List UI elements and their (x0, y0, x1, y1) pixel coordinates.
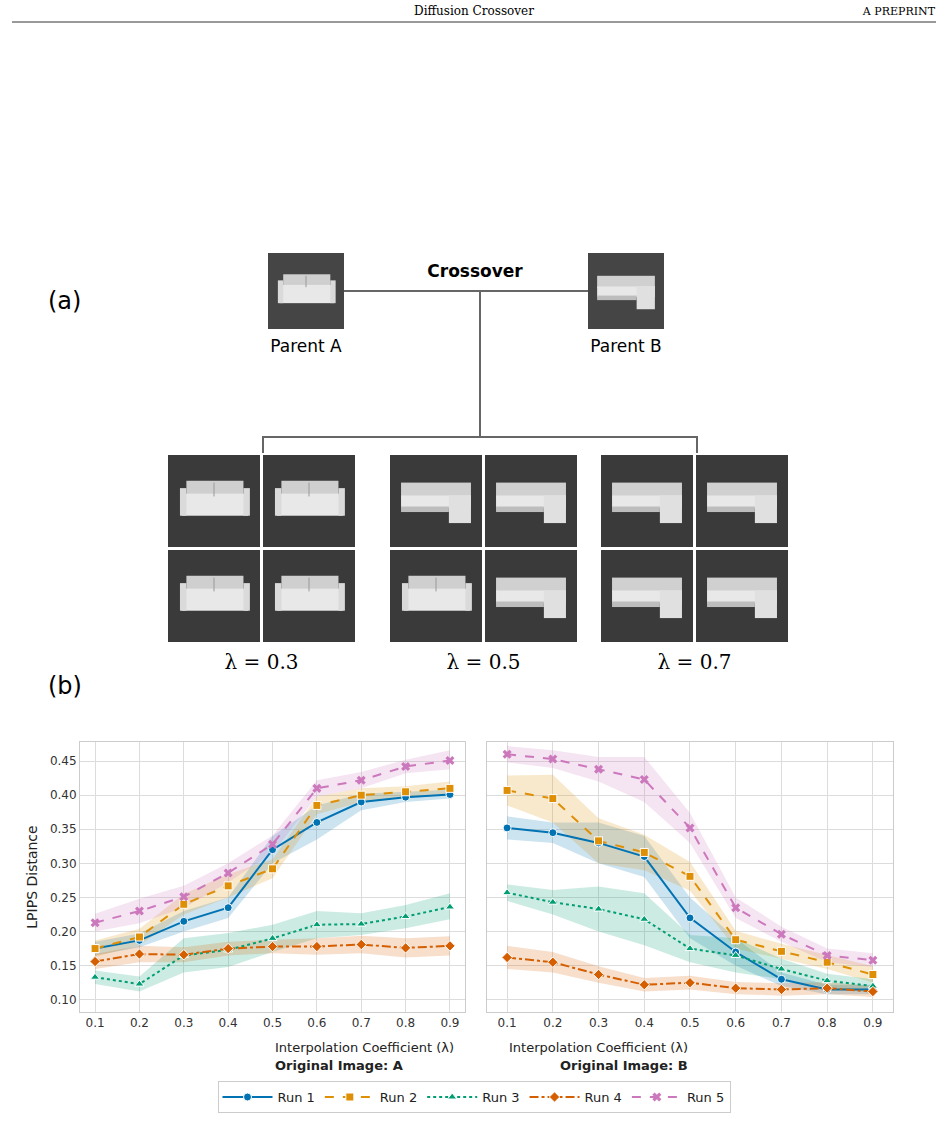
svg-text:0.5: 0.5 (680, 1016, 699, 1030)
svg-text:0.8: 0.8 (818, 1016, 837, 1030)
svg-text:0.45: 0.45 (50, 754, 77, 768)
svg-text:0.20: 0.20 (50, 925, 77, 939)
svg-text:Diffusion Crossover: Diffusion Crossover (414, 4, 534, 18)
svg-text:Run 2: Run 2 (380, 1090, 417, 1105)
svg-text:0.3: 0.3 (589, 1016, 608, 1030)
svg-text:Run 5: Run 5 (687, 1090, 724, 1105)
svg-text:0.9: 0.9 (440, 1016, 459, 1030)
svg-text:0.35: 0.35 (50, 822, 77, 836)
svg-text:0.2: 0.2 (543, 1016, 562, 1030)
svg-text:Interpolation Coefficient (λ): Interpolation Coefficient (λ) (275, 1040, 454, 1055)
svg-text:0.1: 0.1 (86, 1016, 105, 1030)
svg-text:0.3: 0.3 (174, 1016, 193, 1030)
svg-text:0.2: 0.2 (130, 1016, 149, 1030)
svg-text:0.7: 0.7 (772, 1016, 791, 1030)
svg-text:λ = 0.5: λ = 0.5 (447, 650, 521, 674)
svg-text:0.5: 0.5 (263, 1016, 282, 1030)
svg-text:λ = 0.3: λ = 0.3 (225, 650, 299, 674)
svg-text:Run 4: Run 4 (585, 1090, 622, 1105)
svg-text:0.6: 0.6 (726, 1016, 745, 1030)
svg-text:0.1: 0.1 (498, 1016, 517, 1030)
svg-text:Original Image: A: Original Image: A (275, 1058, 403, 1073)
svg-text:0.4: 0.4 (219, 1016, 238, 1030)
svg-text:Parent A: Parent A (270, 336, 342, 356)
svg-text:Interpolation Coefficient (λ): Interpolation Coefficient (λ) (509, 1040, 688, 1055)
svg-text:(b): (b) (48, 672, 82, 700)
svg-text:0.4: 0.4 (635, 1016, 654, 1030)
svg-text:0.30: 0.30 (50, 857, 77, 871)
svg-text:0.10: 0.10 (50, 993, 77, 1007)
svg-text:LPIPS Distance: LPIPS Distance (24, 825, 40, 928)
svg-text:0.7: 0.7 (352, 1016, 371, 1030)
svg-text:0.15: 0.15 (50, 959, 77, 973)
svg-text:Original Image: B: Original Image: B (560, 1058, 688, 1073)
svg-text:Crossover: Crossover (427, 261, 523, 281)
svg-text:Parent B: Parent B (590, 336, 662, 356)
svg-text:0.40: 0.40 (50, 788, 77, 802)
svg-text:A PREPRINT: A PREPRINT (862, 5, 936, 18)
svg-text:(a): (a) (48, 287, 81, 315)
svg-text:0.8: 0.8 (396, 1016, 415, 1030)
svg-text:0.9: 0.9 (863, 1016, 882, 1030)
svg-text:0.6: 0.6 (307, 1016, 326, 1030)
svg-text:λ = 0.7: λ = 0.7 (658, 650, 732, 674)
svg-text:Run 3: Run 3 (482, 1090, 519, 1105)
svg-text:0.25: 0.25 (50, 891, 77, 905)
svg-text:Run 1: Run 1 (278, 1090, 315, 1105)
